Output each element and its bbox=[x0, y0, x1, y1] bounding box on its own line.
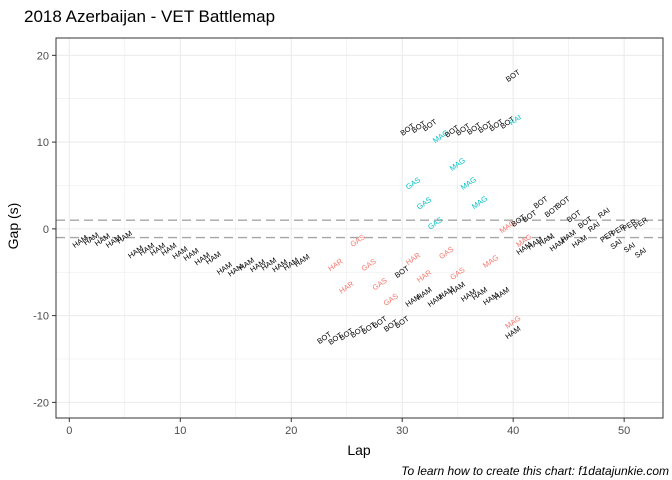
driver-label: GAS bbox=[415, 195, 433, 211]
driver-label: HAR bbox=[404, 250, 423, 267]
driver-label: MAG bbox=[459, 175, 478, 192]
driver-label: BOT bbox=[554, 194, 572, 210]
y-tick-label: -20 bbox=[33, 397, 49, 409]
driver-label: GAS bbox=[382, 291, 400, 307]
driver-labels: HAMHAMHAMHAMHAMHAMHAMHAMHAMHAMHAMHAMHAMH… bbox=[71, 67, 650, 346]
x-tick-label: 20 bbox=[285, 425, 297, 437]
driver-label: MAG bbox=[470, 194, 489, 211]
driver-label: HAM bbox=[293, 252, 312, 269]
y-tick-label: -10 bbox=[33, 311, 49, 323]
x-tick-label: 50 bbox=[618, 425, 630, 437]
driver-label: GAS bbox=[360, 257, 378, 273]
y-tick-label: 0 bbox=[43, 224, 49, 236]
driver-label: RAI bbox=[596, 206, 611, 221]
driver-label: HAR bbox=[415, 268, 434, 285]
driver-label: HAM bbox=[492, 285, 511, 302]
driver-label: GAS bbox=[437, 245, 455, 261]
y-axis-title: Gap (s) bbox=[5, 203, 21, 250]
x-tick-label: 30 bbox=[396, 425, 408, 437]
y-tick-label: 10 bbox=[37, 137, 49, 149]
driver-label: MAG bbox=[481, 253, 500, 270]
x-tick-label: 0 bbox=[66, 425, 72, 437]
chart-title: 2018 Azerbaijan - VET Battlemap bbox=[24, 7, 275, 26]
driver-label: BOT bbox=[421, 117, 439, 133]
y-tick-label: 20 bbox=[37, 50, 49, 62]
panel-border bbox=[55, 37, 664, 419]
x-axis-title: Lap bbox=[347, 442, 371, 458]
driver-label: GAS bbox=[348, 232, 366, 248]
grid-layer bbox=[56, 38, 663, 418]
reference-lines bbox=[56, 219, 663, 239]
x-tick-label: 10 bbox=[174, 425, 186, 437]
driver-label: HAR bbox=[326, 256, 345, 273]
chart-caption: To learn how to create this chart: f1dat… bbox=[401, 464, 669, 478]
x-tick-label: 40 bbox=[507, 425, 519, 437]
axis-ticks: 0 10 20 30 40 50 -20 -10 0 10 20 bbox=[33, 50, 630, 437]
driver-label: GAS bbox=[371, 276, 389, 292]
driver-label: GAS bbox=[404, 175, 422, 191]
